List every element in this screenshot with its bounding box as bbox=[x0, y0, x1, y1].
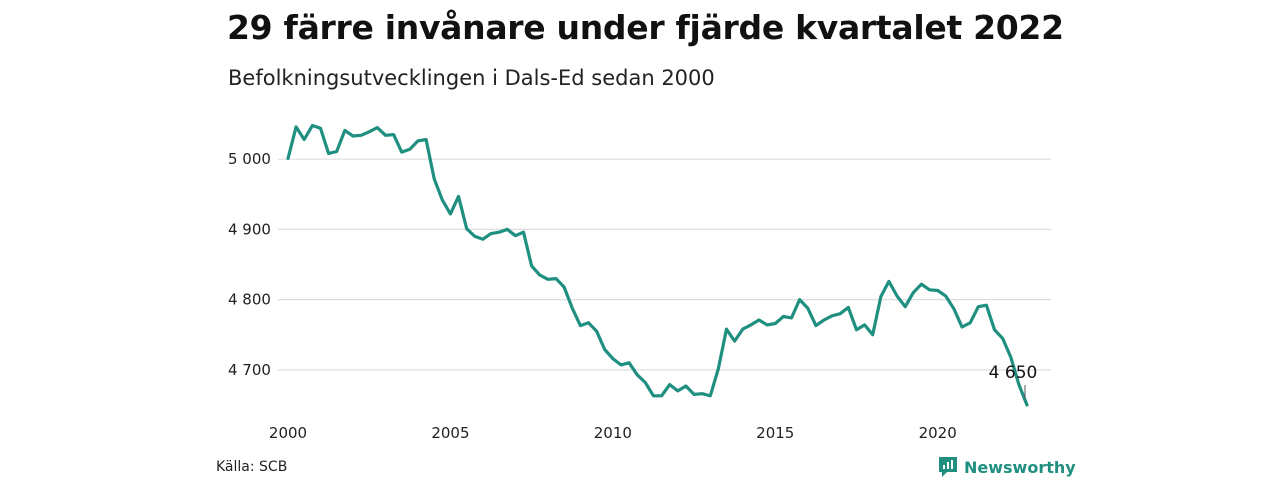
x-tick-label: 2020 bbox=[919, 424, 957, 442]
x-axis-ticks: 2000 2005 2010 2015 2020 bbox=[269, 424, 957, 442]
y-axis-ticks: 4 700 4 800 4 900 5 000 bbox=[228, 150, 271, 379]
y-tick-label: 4 900 bbox=[228, 220, 271, 238]
end-value-label: 4 650 bbox=[989, 363, 1038, 383]
x-tick-label: 2015 bbox=[756, 424, 794, 442]
x-tick-label: 2010 bbox=[594, 424, 632, 442]
x-tick-label: 2000 bbox=[269, 424, 307, 442]
x-tick-label: 2005 bbox=[431, 424, 469, 442]
newsworthy-logo: Newsworthy bbox=[938, 456, 1076, 478]
source-note: Källa: SCB bbox=[216, 459, 288, 475]
grid-lines bbox=[278, 158, 1051, 371]
y-tick-label: 4 700 bbox=[228, 361, 271, 379]
series-line bbox=[286, 123, 1029, 407]
brand-name: Newsworthy bbox=[964, 457, 1076, 477]
newsworthy-logo-icon bbox=[939, 457, 957, 477]
chart-title: 29 färre invånare under fjärde kvartalet… bbox=[227, 8, 1064, 47]
y-tick-label: 5 000 bbox=[228, 150, 271, 168]
chart-subtitle: Befolkningsutvecklingen i Dals-Ed sedan … bbox=[228, 66, 715, 90]
y-tick-label: 4 800 bbox=[228, 291, 271, 309]
